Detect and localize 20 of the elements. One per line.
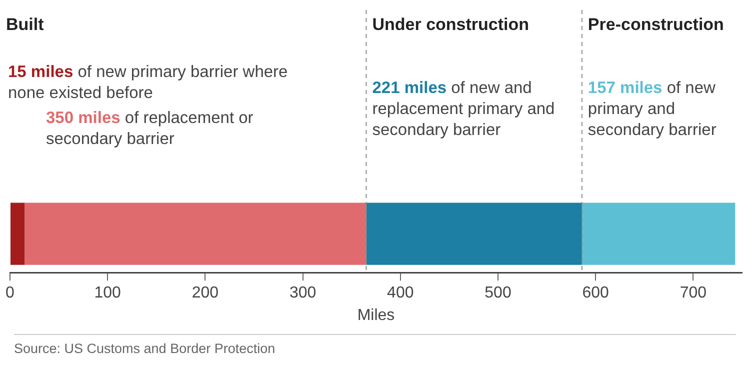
ref-line-label: Pre-construction xyxy=(588,14,725,35)
x-axis-title: Miles xyxy=(357,306,395,324)
bar xyxy=(24,202,366,265)
x-tick-label: 300 xyxy=(289,284,316,302)
bar xyxy=(366,202,582,265)
x-tick-label: 700 xyxy=(680,284,707,302)
ref-line-label: Under construction xyxy=(372,14,530,35)
x-tick-label: 0 xyxy=(6,284,15,302)
source-note: Source: US Customs and Border Protection xyxy=(14,341,276,356)
x-tick-label: 600 xyxy=(582,284,610,302)
x-tick-label: 200 xyxy=(192,284,219,302)
x-tick-label: 400 xyxy=(387,284,414,302)
annotation: 350 miles of replacement or secondary barrier xyxy=(46,108,254,150)
bar xyxy=(10,202,25,265)
annotation: 221 miles of new and replacement primary and secondary barrier xyxy=(372,78,556,141)
x-tick-label: 500 xyxy=(484,284,512,302)
x-tick-label: 100 xyxy=(94,284,122,302)
annotation: Built xyxy=(6,14,44,35)
bar xyxy=(582,202,736,265)
annotation: 157 miles of new primary and secondary barrier xyxy=(588,78,718,141)
